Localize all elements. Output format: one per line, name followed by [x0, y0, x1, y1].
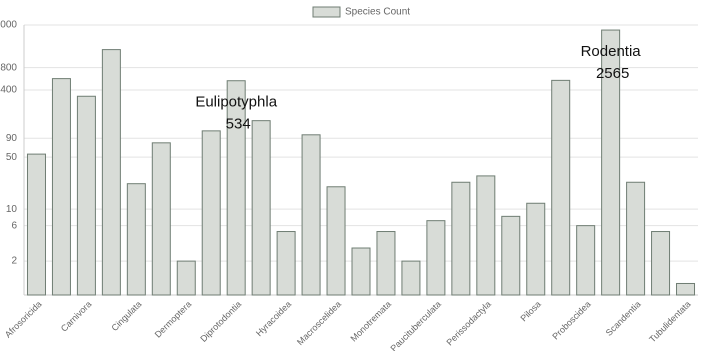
bar: [601, 29, 621, 296]
bar: [351, 247, 371, 296]
bar: [176, 260, 196, 296]
bar: [451, 181, 471, 296]
bar: [576, 225, 596, 296]
y-tick-label: 50: [6, 152, 18, 163]
annotation-label: Eulipotyphla: [195, 94, 277, 111]
legend-swatch: [312, 6, 341, 18]
bar: [651, 231, 671, 296]
x-tick-label: Carnivora: [59, 299, 94, 334]
x-tick-label: Hyracoidea: [254, 299, 293, 338]
bar: [201, 130, 221, 296]
bar: [401, 260, 421, 296]
bar: [476, 175, 496, 296]
bar: [551, 79, 571, 296]
bar: [76, 95, 96, 296]
x-tick-label: Monotremata: [348, 299, 393, 344]
x-tick-label: Pilosa: [518, 299, 542, 323]
x-tick-label: Diprotodontia: [198, 299, 243, 344]
x-tick-label: Macroscelidea: [295, 299, 343, 347]
bar: [626, 181, 646, 296]
bar: [251, 120, 271, 296]
bar: [376, 231, 396, 296]
bar: [676, 282, 696, 296]
y-tick-label: 10: [6, 204, 18, 215]
bar: [276, 231, 296, 296]
y-tick-label: 800: [0, 62, 17, 73]
bar: [151, 142, 171, 296]
annotation-value: 2565: [596, 65, 629, 82]
annotation-label: Rodentia: [581, 43, 642, 60]
bar: [501, 215, 521, 296]
bar: [301, 134, 321, 296]
y-tick-label: 2: [11, 256, 17, 267]
y-tick-label: 3000: [0, 20, 17, 31]
x-tick-label: Paucituberculata: [389, 299, 443, 351]
y-tick-label: 90: [6, 133, 18, 144]
bar: [226, 80, 246, 296]
bar: [426, 220, 446, 296]
annotation-value: 534: [226, 116, 251, 133]
bar: [526, 202, 546, 296]
legend-label: Species Count: [345, 7, 410, 18]
y-tick-label: 400: [0, 85, 17, 96]
x-tick-label: Scandentia: [604, 299, 643, 338]
bar: [51, 78, 71, 296]
bar: [101, 49, 121, 296]
x-tick-label: Afrosoricida: [3, 299, 44, 340]
x-tick-label: Tubulidentata: [647, 299, 692, 344]
bar: [26, 153, 46, 296]
x-tick-label: Perissodactyla: [444, 299, 492, 347]
x-tick-label: Dermoptera: [153, 299, 194, 340]
x-tick-label: Proboscidea: [550, 299, 592, 341]
x-tick-label: Cingulata: [109, 299, 143, 333]
bar: [126, 183, 146, 296]
y-tick-label: 6: [11, 220, 17, 231]
bar: [326, 186, 346, 296]
